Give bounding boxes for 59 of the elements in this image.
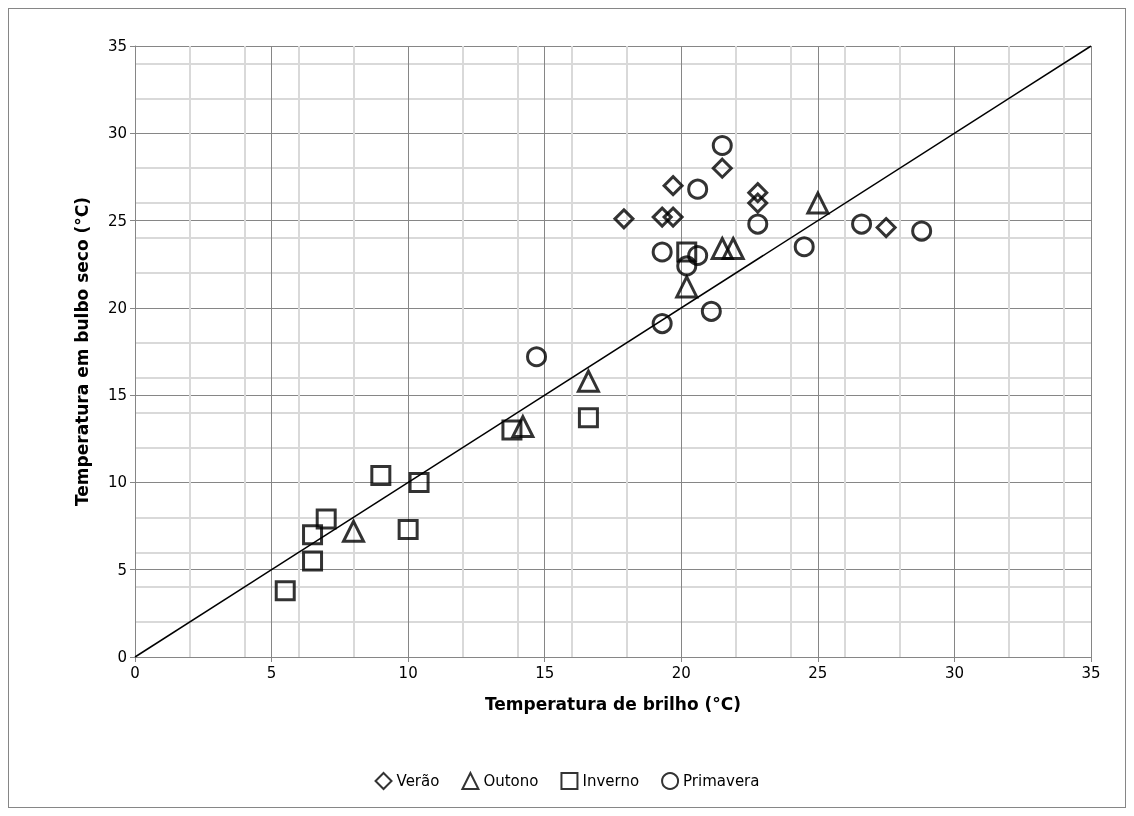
point: [576, 369, 600, 393]
point: [302, 524, 324, 546]
point: [501, 419, 523, 441]
x-tick-label: 0: [130, 663, 140, 682]
y-tick-label: 15: [107, 386, 127, 405]
point: [613, 208, 635, 230]
y-tick-label: 20: [107, 298, 127, 317]
point: [662, 206, 684, 228]
point: [526, 346, 548, 368]
x-axis-title: Temperatura de brilho (°C): [484, 693, 742, 714]
point: [711, 157, 733, 179]
x-tick-label: 30: [944, 663, 964, 682]
legend-label: Outono: [483, 772, 539, 790]
y-tick-label: 0: [117, 648, 127, 666]
y-tick-label: 35: [107, 37, 127, 55]
x-tick-label: 15: [535, 663, 555, 682]
point: [675, 275, 699, 299]
point: [577, 407, 599, 429]
point: [875, 217, 897, 239]
x-tick-label: 10: [398, 663, 418, 682]
point: [302, 550, 324, 572]
y-tick-label: 30: [107, 124, 127, 143]
point: [274, 580, 296, 602]
x-tick-label: 20: [671, 663, 691, 682]
point: [511, 415, 535, 439]
point: [710, 237, 734, 260]
point: [676, 255, 698, 277]
x-tick-label: 5: [266, 663, 277, 682]
point: [342, 519, 366, 543]
point: [747, 192, 769, 214]
point: [711, 135, 733, 156]
point: [662, 175, 684, 197]
y-axis-title: Temperatura em bulbo seco (°C): [71, 196, 92, 507]
legend-label: Primavera: [683, 772, 760, 790]
point: [651, 313, 673, 335]
point: [747, 182, 769, 204]
point: [315, 508, 337, 530]
point: [747, 213, 769, 235]
point: [408, 471, 430, 493]
y-tick-label: 10: [107, 473, 127, 492]
point: [370, 464, 392, 486]
point: [793, 236, 815, 258]
point: [397, 519, 419, 541]
point: [721, 237, 745, 260]
point: [687, 244, 709, 266]
point: [700, 300, 722, 322]
point: [911, 220, 933, 242]
point: [851, 213, 873, 235]
legend-label: Verão: [396, 772, 440, 790]
legend-label: Inverno: [582, 772, 640, 790]
point: [651, 206, 673, 228]
x-tick-label: 35: [1081, 663, 1101, 682]
x-tick-label: 25: [808, 663, 828, 682]
point: [687, 178, 709, 200]
point: [676, 241, 698, 263]
y-tick-label: 25: [107, 211, 127, 230]
point: [805, 189, 831, 215]
point: [651, 241, 673, 263]
y-tick-label: 5: [117, 560, 127, 579]
